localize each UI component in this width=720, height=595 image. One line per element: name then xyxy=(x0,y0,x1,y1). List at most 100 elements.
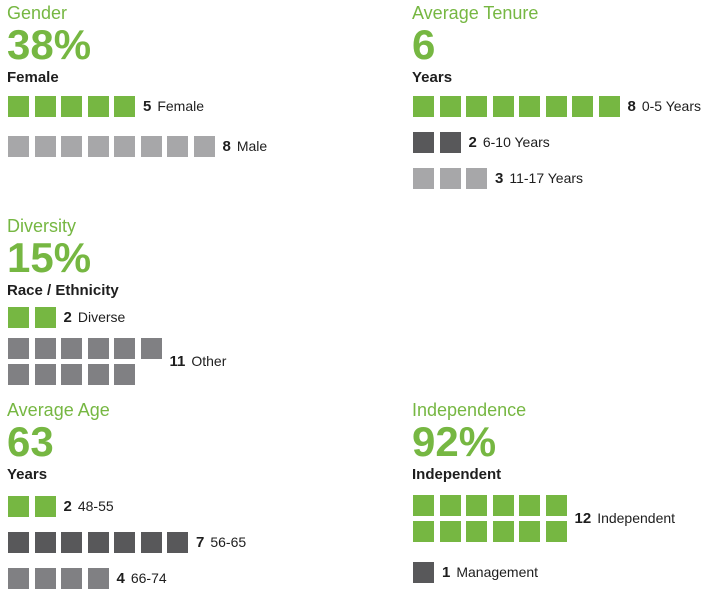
waffle-square xyxy=(8,136,29,157)
waffle-square xyxy=(34,532,56,553)
waffle-square xyxy=(545,521,567,542)
panel-title: Diversity xyxy=(7,216,77,236)
waffle-square xyxy=(8,532,29,553)
waffle-square xyxy=(413,495,434,516)
waffle-square xyxy=(519,521,540,542)
category-count: 2 xyxy=(63,308,72,326)
category-name: 48-55 xyxy=(77,497,114,514)
category-count: 12 xyxy=(574,509,592,527)
waffle-square xyxy=(114,532,135,553)
panel-headline: 92% xyxy=(412,418,497,465)
waffle-square xyxy=(413,132,434,153)
waffle-square xyxy=(61,532,82,553)
waffle-square xyxy=(140,136,162,157)
waffle-square xyxy=(492,495,514,516)
category-label: 11 Other xyxy=(170,354,227,369)
category-name: 56-65 xyxy=(210,533,247,550)
panel-title: Independence xyxy=(412,400,527,420)
diversity-panel: Diversity 15% Race / Ethnicity 2 Diverse … xyxy=(7,217,337,387)
category-count: 4 xyxy=(116,569,125,587)
panel-subtitle: Female xyxy=(7,69,59,86)
waffle-square xyxy=(87,338,109,359)
waffle-square xyxy=(492,521,514,542)
panel-subtitle: Years xyxy=(412,69,453,86)
waffle-square xyxy=(439,495,461,516)
category-name: Diverse xyxy=(77,308,126,325)
waffle-square xyxy=(466,521,487,542)
category-label: 2 6-10 Years xyxy=(469,135,550,150)
category-count: 11 xyxy=(169,352,186,370)
category-label: 2 48-55 xyxy=(64,499,114,514)
category-count: 5 xyxy=(143,97,152,115)
category-label: 4 66-74 xyxy=(117,571,167,586)
category-name: 66-74 xyxy=(130,569,167,586)
waffle-square xyxy=(167,532,188,553)
waffle-square xyxy=(87,364,109,385)
category-count: 1 xyxy=(442,563,451,581)
waffle-square xyxy=(439,96,461,117)
category-label: 5 Female xyxy=(143,99,204,114)
category-label: 1 Management xyxy=(442,565,538,580)
waffle-square xyxy=(61,136,82,157)
panel-subtitle: Independent xyxy=(412,466,502,483)
waffle-square xyxy=(8,96,29,117)
waffle-square xyxy=(413,521,434,542)
waffle-square xyxy=(114,364,135,385)
category-count: 8 xyxy=(627,97,636,115)
panel-title: Average Tenure xyxy=(412,3,539,23)
category-count: 8 xyxy=(222,137,231,155)
waffle-square xyxy=(140,338,162,359)
waffle-square xyxy=(34,364,56,385)
waffle-square xyxy=(87,532,109,553)
waffle-square xyxy=(87,96,109,117)
waffle-square xyxy=(519,495,540,516)
waffle-square xyxy=(439,168,461,189)
waffle-square xyxy=(114,338,135,359)
waffle-square xyxy=(466,495,487,516)
waffle-square xyxy=(545,495,567,516)
waffle-square xyxy=(466,168,487,189)
age-panel: Average Age 63 Years 2 48-55 7 56-65 4 66-7… xyxy=(7,401,337,595)
panel-headline: 15% xyxy=(7,234,92,281)
category-label: 12 Independent xyxy=(575,511,676,526)
panel-subtitle: Race / Ethnicity xyxy=(7,282,119,299)
waffle-square xyxy=(87,568,109,589)
category-name: Male xyxy=(236,137,268,154)
waffle-square xyxy=(466,96,487,117)
waffle-square xyxy=(34,496,56,517)
waffle-square xyxy=(61,96,82,117)
gender-panel: Gender 38% Female 5 Female 8 Male xyxy=(7,4,337,174)
waffle-square xyxy=(439,132,461,153)
category-label: 7 56-65 xyxy=(196,535,246,550)
waffle-square xyxy=(492,96,514,117)
category-label: 8 Male xyxy=(223,139,268,154)
waffle-square xyxy=(61,364,82,385)
waffle-square xyxy=(8,496,29,517)
category-name: Other xyxy=(191,352,227,369)
category-count: 2 xyxy=(468,133,477,151)
independence-panel: Independence 92% Independent 12 Independe… xyxy=(412,401,720,595)
category-count: 3 xyxy=(495,169,504,187)
waffle-square xyxy=(598,96,620,117)
category-name: Female xyxy=(157,97,205,114)
waffle-square xyxy=(8,307,29,328)
waffle-square xyxy=(61,338,82,359)
category-name: 6-10 Years xyxy=(482,133,550,150)
waffle-square xyxy=(8,364,29,385)
waffle-square xyxy=(34,338,56,359)
panel-title: Average Age xyxy=(7,400,110,420)
waffle-square xyxy=(34,307,56,328)
category-name: 0-5 Years xyxy=(641,97,702,114)
waffle-square xyxy=(34,568,56,589)
tenure-panel: Average Tenure 6 Years 8 0-5 Years 2 6-10 … xyxy=(412,4,720,204)
category-name: 11-17 Years xyxy=(509,169,584,186)
waffle-square xyxy=(87,136,109,157)
waffle-square xyxy=(34,96,56,117)
waffle-square xyxy=(572,96,593,117)
waffle-square xyxy=(114,96,135,117)
category-name: Independent xyxy=(597,509,676,526)
category-name: Management xyxy=(456,563,539,580)
panel-headline: 38% xyxy=(7,21,92,68)
panel-title: Gender xyxy=(7,3,68,23)
category-label: 8 0-5 Years xyxy=(628,99,702,114)
